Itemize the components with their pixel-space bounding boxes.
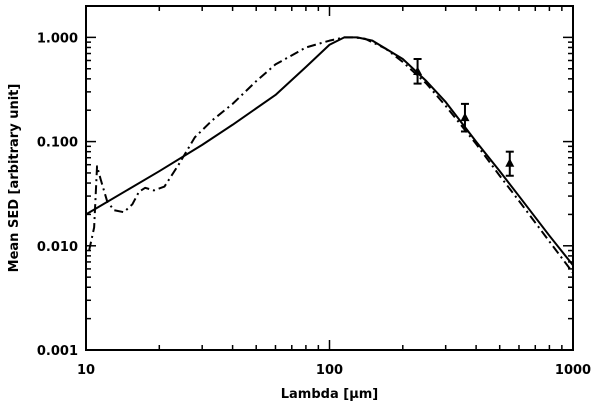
- y-tick-label: 1.000: [37, 31, 78, 46]
- data-point-marker: [505, 158, 515, 167]
- ticks-layer: [85, 5, 574, 351]
- y-tick-label: 0.010: [37, 240, 78, 255]
- data-point-marker: [413, 66, 423, 76]
- x-tick-label: 1000: [555, 363, 591, 378]
- y-tick-label: 0.100: [37, 136, 78, 151]
- data-point-marker: [460, 112, 470, 122]
- solid-curve: [85, 36, 574, 266]
- data-points-layer: [413, 58, 515, 177]
- y-axis-label: Mean SED [arbitrary unit]: [7, 84, 22, 273]
- curves-layer: [85, 36, 574, 274]
- x-tick-label: 10: [77, 363, 95, 378]
- x-tick-label: 100: [316, 363, 343, 378]
- y-tick-label: 0.001: [37, 344, 78, 359]
- x-axis-label: Lambda [μm]: [281, 387, 379, 402]
- plot-frame: [85, 5, 574, 351]
- tick-labels-layer: 10 100 1000 0.001 0.010 0.100 1.000: [37, 31, 591, 378]
- dashdot-curve: [88, 36, 574, 274]
